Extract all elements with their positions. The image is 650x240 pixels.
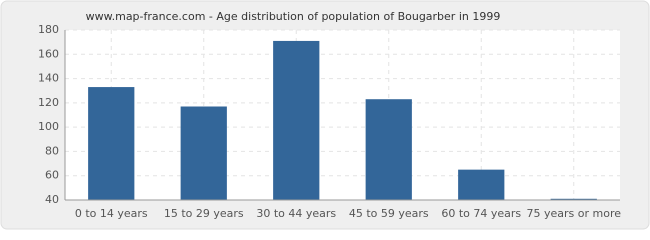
y-tick-label: 40 bbox=[45, 193, 59, 206]
y-tick-label: 80 bbox=[45, 144, 59, 157]
bar bbox=[365, 99, 412, 200]
x-tick-label: 0 to 14 years bbox=[75, 207, 148, 220]
bar bbox=[273, 40, 320, 200]
bar bbox=[458, 169, 505, 200]
y-tick-label: 120 bbox=[38, 96, 59, 109]
x-tick-label: 75 years or more bbox=[526, 207, 621, 220]
bar bbox=[550, 198, 597, 200]
bar bbox=[180, 106, 227, 200]
plot-area bbox=[65, 30, 620, 200]
x-tick-label: 45 to 59 years bbox=[349, 207, 429, 220]
y-tick-label: 60 bbox=[45, 169, 59, 182]
x-tick-label: 30 to 44 years bbox=[256, 207, 336, 220]
y-tick-label: 160 bbox=[38, 47, 59, 60]
chart-title: www.map-france.com - Age distribution of… bbox=[86, 10, 501, 23]
y-tick-label: 180 bbox=[38, 23, 59, 36]
x-tick-label: 15 to 29 years bbox=[164, 207, 244, 220]
chart: www.map-france.com - Age distribution of… bbox=[0, 0, 650, 230]
bar bbox=[88, 87, 135, 200]
x-tick-label: 60 to 74 years bbox=[441, 207, 521, 220]
y-tick-label: 140 bbox=[38, 72, 59, 85]
y-tick-label: 100 bbox=[38, 120, 59, 133]
